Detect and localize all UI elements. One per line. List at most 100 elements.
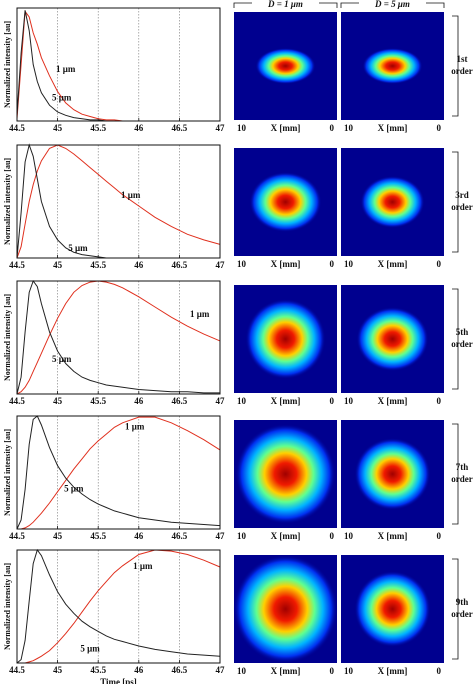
image-axis-left: 10 xyxy=(344,531,354,541)
x-tick-label: 46 xyxy=(134,531,144,541)
series-label: 5 μm xyxy=(52,354,72,364)
image-axis-left: 10 xyxy=(237,259,247,269)
row-label: order xyxy=(451,202,473,212)
plot-frame xyxy=(16,144,221,259)
row-bracket xyxy=(452,558,459,660)
series-line xyxy=(16,10,220,122)
x-tick-label: 46 xyxy=(134,123,144,133)
x-tick-label: 45 xyxy=(53,665,63,675)
series-line xyxy=(17,416,221,530)
plot-frame xyxy=(16,415,221,530)
x-tick-label: 46.5 xyxy=(172,123,188,133)
row-bracket xyxy=(452,423,459,525)
beam-spot xyxy=(255,48,316,84)
x-tick-label: 45.5 xyxy=(90,665,106,675)
beam-spot xyxy=(362,48,423,84)
image-axis-label: X [mm] xyxy=(271,396,301,406)
beam-spot xyxy=(233,555,338,663)
image-axis-label: X [mm] xyxy=(271,666,301,676)
image-axis-label: X [mm] xyxy=(378,396,408,406)
series-line xyxy=(17,549,221,664)
series-line xyxy=(16,10,220,122)
image-axis-right: 0 xyxy=(437,531,442,541)
column-header: D = 1 μm xyxy=(267,0,303,9)
y-axis-label: Normalized intensity [au] xyxy=(3,21,12,108)
image-axis-left: 10 xyxy=(237,123,247,133)
row-label: 9th xyxy=(456,597,469,607)
image-axis-label: X [mm] xyxy=(378,123,408,133)
row-label: 1st xyxy=(457,54,468,64)
series-label: 1 μm xyxy=(56,64,76,74)
x-tick-label: 46.5 xyxy=(172,396,188,406)
series-line xyxy=(16,143,220,259)
x-tick-label: 44.5 xyxy=(9,531,25,541)
beam-spot xyxy=(249,172,322,232)
row-label: 7th xyxy=(456,462,469,472)
image-axis-left: 10 xyxy=(237,531,247,541)
x-tick-label: 45.5 xyxy=(90,260,106,270)
x-axis-label: Time [ps] xyxy=(100,677,137,684)
x-tick-label: 46 xyxy=(134,396,144,406)
x-tick-label: 47 xyxy=(216,396,226,406)
beam-spot xyxy=(245,299,326,379)
series-line xyxy=(16,144,221,259)
x-tick-label: 46.5 xyxy=(172,260,188,270)
x-tick-label: 44.5 xyxy=(9,665,25,675)
beam-spot xyxy=(356,307,429,371)
image-axis-left: 10 xyxy=(344,666,354,676)
row-label: order xyxy=(451,66,473,76)
x-tick-label: 45 xyxy=(53,531,63,541)
image-axis-label: X [mm] xyxy=(271,259,301,269)
image-axis-left: 10 xyxy=(344,396,354,406)
image-axis-label: X [mm] xyxy=(378,531,408,541)
series-line xyxy=(16,415,221,530)
image-axis-right: 0 xyxy=(330,531,335,541)
x-tick-label: 47 xyxy=(216,123,226,133)
x-tick-label: 45 xyxy=(53,396,63,406)
series-line xyxy=(16,548,221,664)
plot-frame xyxy=(16,7,221,122)
image-axis-right: 0 xyxy=(330,666,335,676)
image-axis-label: X [mm] xyxy=(271,531,301,541)
x-tick-label: 46 xyxy=(134,260,144,270)
beam-spot xyxy=(235,424,336,524)
x-tick-label: 47 xyxy=(216,260,226,270)
x-tick-label: 45.5 xyxy=(90,396,106,406)
column-header: D = 5 μm xyxy=(374,0,410,9)
series-line xyxy=(16,280,221,395)
x-tick-label: 45 xyxy=(53,260,63,270)
image-axis-right: 0 xyxy=(437,123,442,133)
image-axis-left: 10 xyxy=(237,666,247,676)
plot-frame xyxy=(16,280,221,395)
image-axis-label: X [mm] xyxy=(271,123,301,133)
image-axis-label: X [mm] xyxy=(378,666,408,676)
image-axis-left: 10 xyxy=(344,123,354,133)
image-axis-right: 0 xyxy=(437,396,442,406)
x-tick-label: 44.5 xyxy=(9,260,25,270)
image-axis-left: 10 xyxy=(237,396,247,406)
series-label: 1 μm xyxy=(190,309,210,319)
image-axis-label: X [mm] xyxy=(378,259,408,269)
x-tick-label: 46 xyxy=(134,665,144,675)
series-label: 5 μm xyxy=(64,484,84,494)
x-tick-label: 44.5 xyxy=(9,396,25,406)
row-bracket xyxy=(452,15,459,117)
series-label: 1 μm xyxy=(121,190,141,200)
row-bracket xyxy=(452,288,459,390)
image-axis-right: 0 xyxy=(437,666,442,676)
series-label: 5 μm xyxy=(52,92,72,102)
row-label: order xyxy=(451,609,473,619)
series-label: 5 μm xyxy=(80,644,100,654)
row-label: order xyxy=(451,339,473,349)
x-tick-label: 46.5 xyxy=(172,665,188,675)
series-label: 1 μm xyxy=(125,421,145,431)
x-tick-label: 46.5 xyxy=(172,531,188,541)
plot-frame xyxy=(16,549,221,664)
image-axis-right: 0 xyxy=(330,396,335,406)
x-tick-label: 45.5 xyxy=(90,123,106,133)
row-label: 3rd xyxy=(455,190,469,200)
image-axis-right: 0 xyxy=(330,123,335,133)
beam-spot xyxy=(354,571,431,647)
image-axis-right: 0 xyxy=(437,259,442,269)
row-label: 5th xyxy=(456,327,469,337)
